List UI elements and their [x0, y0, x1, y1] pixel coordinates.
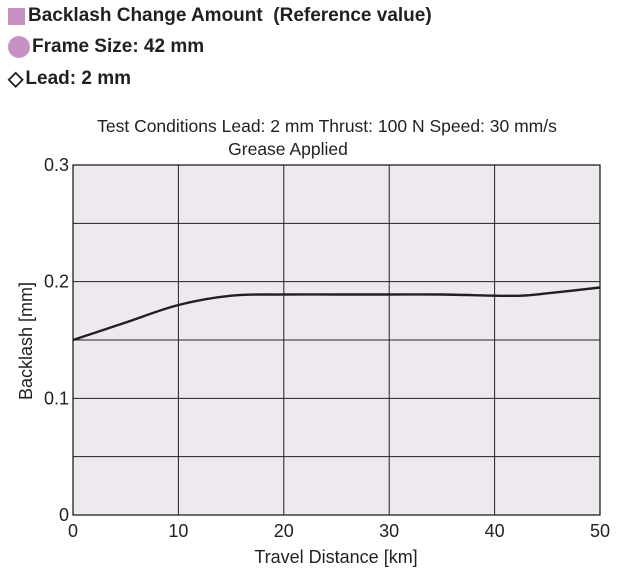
square-marker-icon	[8, 7, 25, 25]
x-tick-label: 50	[590, 521, 610, 541]
diamond-marker-icon: ◇	[8, 68, 24, 90]
y-tick-label: 0.1	[44, 388, 69, 408]
test-conditions-text: Test Conditions Lead: 2 mm Thrust: 100 N…	[97, 116, 557, 136]
y-axis-title: Backlash [mm]	[16, 282, 36, 400]
y-tick-label: 0	[59, 505, 69, 525]
x-tick-label: 10	[168, 521, 188, 541]
x-axis-title: Travel Distance [km]	[254, 547, 417, 567]
x-tick-label: 20	[274, 521, 294, 541]
x-tick-label: 40	[485, 521, 505, 541]
frame-size-row: Frame Size: 42 mm	[8, 36, 204, 58]
lead-text: Lead: 2 mm	[25, 68, 131, 89]
frame-size-text: Frame Size: 42 mm	[32, 36, 205, 57]
chart-heading: Backlash Change Amount (Reference value)	[8, 5, 432, 27]
plot-border	[72, 164, 601, 516]
backlash-series-line	[72, 286, 601, 342]
lead-row: ◇ Lead: 2 mm	[8, 68, 131, 90]
chart-heading-text: Backlash Change Amount (Reference value)	[28, 5, 432, 26]
grease-applied-text: Grease Applied	[228, 139, 348, 159]
x-tick-label: 30	[379, 521, 399, 541]
circle-marker-icon	[8, 36, 30, 58]
x-tick-label: 0	[68, 521, 78, 541]
tick-labels: 0 10 20 30 40 50 0 0.1 0.2 0.3	[44, 155, 610, 541]
y-tick-label: 0.2	[44, 272, 69, 292]
y-tick-label: 0.3	[44, 155, 69, 175]
